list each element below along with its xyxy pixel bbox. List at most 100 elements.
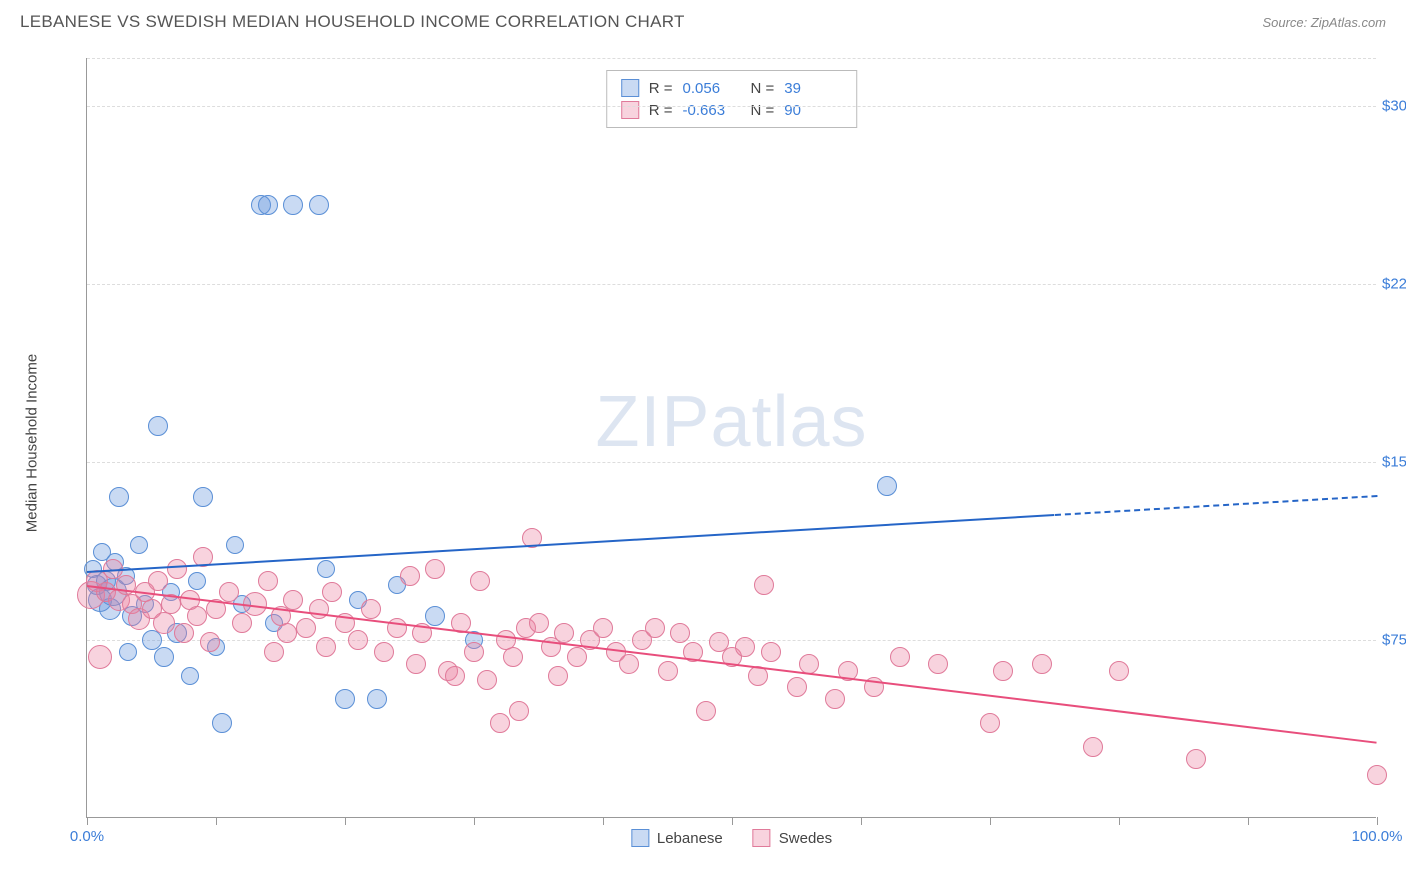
data-point-swedes [322,582,342,602]
xtick [603,817,604,825]
xtick-label: 100.0% [1352,828,1403,845]
data-point-swedes [361,599,381,619]
data-point-swedes [187,606,207,626]
data-point-lebanese [425,606,445,626]
xtick [1248,817,1249,825]
xtick [1377,817,1378,825]
plot-region: ZIPatlas R = 0.056 N = 39 R = -0.663 N =… [86,58,1376,818]
chart-title: LEBANESE VS SWEDISH MEDIAN HOUSEHOLD INC… [20,12,685,32]
data-point-lebanese [193,487,213,507]
r-value-swedes: -0.663 [683,102,741,119]
xtick [474,817,475,825]
data-point-swedes [567,647,587,667]
data-point-swedes [993,661,1013,681]
data-point-swedes [406,654,426,674]
data-point-swedes [464,642,484,662]
data-point-swedes [890,647,910,667]
data-point-swedes [477,670,497,690]
stats-row-swedes: R = -0.663 N = 90 [621,99,843,121]
r-label: R = [649,80,673,97]
data-point-lebanese [148,416,168,436]
n-label: N = [751,80,775,97]
data-point-swedes [825,689,845,709]
gridline-h [87,58,1376,59]
data-point-swedes [232,613,252,633]
data-point-lebanese [877,476,897,496]
data-point-swedes [670,623,690,643]
xtick [1119,817,1120,825]
trendline [1054,495,1377,516]
data-point-swedes [445,666,465,686]
n-label: N = [751,102,775,119]
data-point-lebanese [367,689,387,709]
data-point-lebanese [309,195,329,215]
data-point-swedes [787,677,807,697]
data-point-swedes [548,666,568,686]
data-point-swedes [425,559,445,579]
header: LEBANESE VS SWEDISH MEDIAN HOUSEHOLD INC… [0,0,1406,40]
ytick-label: $300,000 [1382,97,1406,114]
data-point-swedes [258,571,278,591]
r-label: R = [649,102,673,119]
data-point-swedes [619,654,639,674]
data-point-swedes [264,642,284,662]
legend-swatch-swedes [753,829,771,847]
data-point-lebanese [109,487,129,507]
stats-row-lebanese: R = 0.056 N = 39 [621,77,843,99]
xtick [345,817,346,825]
xtick [216,817,217,825]
legend-swatch-lebanese [631,829,649,847]
data-point-swedes [735,637,755,657]
data-point-swedes [1032,654,1052,674]
data-point-swedes [554,623,574,643]
data-point-swedes [928,654,948,674]
data-point-swedes [490,713,510,733]
data-point-lebanese [119,643,137,661]
source-label: Source: ZipAtlas.com [1262,15,1386,30]
xtick-label: 0.0% [70,828,104,845]
swatch-swedes [621,101,639,119]
stats-box: R = 0.056 N = 39 R = -0.663 N = 90 [606,70,858,128]
bottom-legend: Lebanese Swedes [631,829,832,847]
data-point-swedes [153,612,175,634]
legend-label-swedes: Swedes [779,830,832,847]
data-point-lebanese [188,572,206,590]
swatch-lebanese [621,79,639,97]
data-point-swedes [1109,661,1129,681]
data-point-swedes [645,618,665,638]
xtick [732,817,733,825]
data-point-swedes [374,642,394,662]
data-point-swedes [658,661,678,681]
data-point-swedes [1186,749,1206,769]
n-value-swedes: 90 [784,102,842,119]
gridline-h [87,106,1376,107]
data-point-swedes [219,582,239,602]
data-point-lebanese [335,689,355,709]
data-point-swedes [348,630,368,650]
data-point-swedes [296,618,316,638]
xtick [990,817,991,825]
data-point-lebanese [154,647,174,667]
r-value-lebanese: 0.056 [683,80,741,97]
data-point-swedes [88,645,112,669]
data-point-swedes [174,623,194,643]
data-point-swedes [980,713,1000,733]
watermark: ZIPatlas [595,381,867,463]
data-point-swedes [529,613,549,633]
y-axis-label: Median Household Income [24,354,41,532]
xtick [87,817,88,825]
data-point-swedes [761,642,781,662]
xtick [861,817,862,825]
gridline-h [87,462,1376,463]
trendline [87,585,1377,744]
ytick-label: $150,000 [1382,453,1406,470]
data-point-swedes [1083,737,1103,757]
data-point-lebanese [226,536,244,554]
data-point-lebanese [317,560,335,578]
data-point-swedes [593,618,613,638]
data-point-swedes [167,559,187,579]
data-point-lebanese [212,713,232,733]
n-value-lebanese: 39 [784,80,842,97]
data-point-swedes [1367,765,1387,785]
data-point-swedes [316,637,336,657]
